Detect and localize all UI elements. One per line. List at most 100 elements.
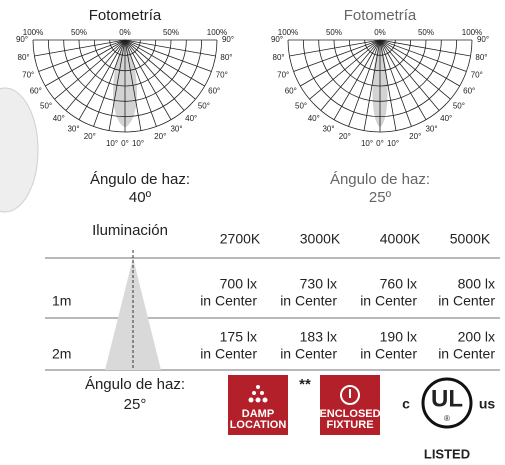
table-cell: in Center [280, 293, 337, 309]
angle-label: 10° [361, 139, 373, 148]
table-cell: in Center [360, 293, 417, 309]
column-header: 3000K [300, 231, 341, 247]
angle-label: 50° [295, 101, 307, 110]
percent-label: 0% [374, 28, 386, 37]
row-label: 2m [52, 346, 71, 362]
ul-us: us [479, 396, 496, 412]
table-cell: 175 lx [220, 329, 257, 345]
photometry-title: Fotometría [344, 7, 417, 24]
angle-label: 30° [170, 124, 182, 133]
angle-label: 0° [376, 139, 384, 148]
angle-label: 40° [53, 114, 65, 123]
polar-spoke [38, 39, 126, 72]
angle-label: 70° [216, 70, 228, 79]
row-label: 1m [52, 293, 71, 309]
badge-text: FIXTURE [326, 419, 373, 431]
angle-label: 20° [84, 132, 96, 141]
angle-label: 40° [440, 114, 452, 123]
angle-label: 70° [471, 70, 483, 79]
polar-spoke [45, 39, 126, 87]
polar-spoke [379, 39, 451, 100]
percent-label: 50% [418, 28, 434, 37]
ul-registered: ® [444, 414, 450, 423]
polar-spoke [379, 39, 467, 72]
angle-label: 90° [222, 35, 234, 44]
table-cell: 730 lx [300, 276, 337, 292]
angle-label: 60° [30, 87, 42, 96]
table-cell: in Center [438, 293, 495, 309]
angle-label: 0° [121, 139, 129, 148]
polar-spoke [348, 39, 381, 127]
table-cell: in Center [360, 346, 417, 362]
badge-text: ENCLOSED [319, 408, 380, 420]
angle-label: 60° [208, 87, 220, 96]
polar-spoke [124, 39, 142, 131]
beam-label: Ángulo de haz: [330, 171, 430, 188]
angle-label: 30° [322, 124, 334, 133]
polar-spoke [320, 39, 381, 111]
angle-label: 90° [271, 35, 283, 44]
percent-label: 100% [278, 28, 298, 37]
polar-spoke [379, 39, 397, 131]
drops-icon [248, 385, 268, 403]
polar-spoke [124, 39, 185, 111]
percent-label: 50% [326, 28, 342, 37]
polar-spoke [309, 39, 381, 100]
polar-spoke [124, 39, 157, 127]
polar-spoke [124, 39, 172, 120]
polar-spoke [333, 39, 381, 120]
polar-spoke [293, 39, 381, 72]
table-cell: 760 lx [380, 276, 417, 292]
percent-label: 100% [23, 28, 43, 37]
polar-spoke [379, 39, 440, 111]
table-cell: 183 lx [300, 329, 337, 345]
badge-text: DAMP [242, 408, 274, 420]
polar-spoke [300, 39, 381, 87]
angle-label: 50° [453, 101, 465, 110]
angle-label: 10° [106, 139, 118, 148]
polar-spoke [93, 39, 126, 127]
ul-listed: LISTED [424, 446, 470, 461]
polar-spoke [379, 39, 471, 57]
ul-mark: UL [431, 385, 463, 412]
polar-spoke [108, 39, 126, 131]
percent-label: 50% [163, 28, 179, 37]
fixture-icon [340, 385, 360, 405]
angle-label: 60° [463, 87, 475, 96]
angle-label: 80° [273, 53, 285, 62]
column-header: 5000K [450, 231, 491, 247]
angle-label: 20° [409, 132, 421, 141]
percent-label: 100% [462, 28, 482, 37]
table-cell: 800 lx [458, 276, 495, 292]
angle-label: 20° [154, 132, 166, 141]
angle-label: 40° [185, 114, 197, 123]
note-mark: ** [299, 376, 311, 393]
polar-spoke [54, 39, 126, 100]
angle-label: 50° [198, 101, 210, 110]
polar-spoke [124, 39, 196, 100]
angle-label: 10° [387, 139, 399, 148]
angle-label: 50° [40, 101, 52, 110]
angle-label: 30° [425, 124, 437, 133]
beam-cone [105, 258, 161, 370]
angle-label: 40° [308, 114, 320, 123]
table-cell: 190 lx [380, 329, 417, 345]
polar-spoke [124, 39, 205, 87]
angle-label: 30° [67, 124, 79, 133]
polar-spoke [65, 39, 126, 111]
polar-spoke [34, 39, 126, 57]
polar-spoke [78, 39, 126, 120]
table-cell: in Center [280, 346, 337, 362]
angle-label: 10° [132, 139, 144, 148]
polar-spoke [379, 39, 460, 87]
angle-label: 60° [285, 87, 297, 96]
angle-label: 90° [16, 35, 28, 44]
column-header: 4000K [380, 231, 421, 247]
polar-spoke [124, 39, 216, 57]
column-header: 2700K [220, 231, 261, 247]
percent-label: 100% [207, 28, 227, 37]
ul-circle [421, 377, 473, 429]
angle-label: 80° [220, 53, 232, 62]
